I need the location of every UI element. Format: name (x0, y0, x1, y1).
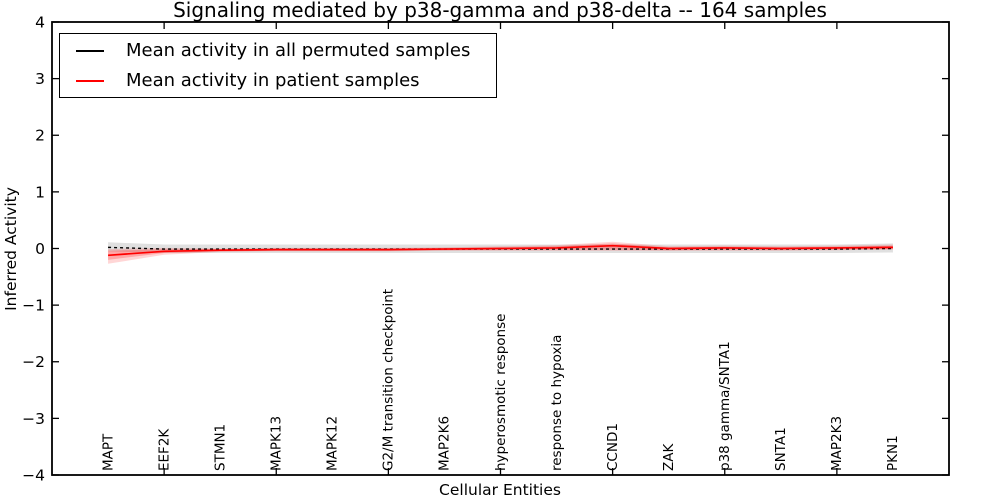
y-axis-label: Inferred Activity (2, 187, 20, 311)
patient-mean-line (108, 244, 893, 257)
x-tick-label: PKN1 (885, 435, 901, 471)
x-axis-label: Cellular Entities (439, 481, 561, 499)
x-tick-label: CCND1 (605, 423, 621, 471)
chart-title: Signaling mediated by p38-gamma and p38-… (173, 0, 827, 22)
x-tick-label: MAP2K3 (829, 416, 845, 471)
confidence-band (108, 241, 893, 264)
x-tick-label: MAPT (101, 433, 117, 471)
legend-label: Mean activity in patient samples (126, 70, 420, 91)
x-tick-label: SNTA1 (773, 427, 789, 471)
y-tick-label: 4 (35, 13, 45, 31)
x-tick-label: ZAK (661, 443, 677, 471)
y-tick-label: 3 (35, 70, 45, 88)
y-tick-label: −3 (22, 410, 45, 428)
y-tick-label: 1 (35, 183, 45, 201)
legend: Mean activity in all permuted samples Me… (59, 33, 497, 98)
legend-item: Mean activity in all permuted samples (60, 38, 496, 64)
plot-frame (51, 21, 950, 476)
x-tick-label: response to hypoxia (549, 335, 565, 471)
permuted-line-swatch (76, 49, 104, 52)
y-tick-label: −1 (22, 297, 45, 315)
x-tick-label: p38 gamma/SNTA1 (717, 341, 733, 471)
legend-item: Mean activity in patient samples (60, 68, 496, 94)
legend-label: Mean activity in all permuted samples (126, 40, 471, 61)
y-tick-label: 0 (35, 240, 45, 258)
patient-line-swatch (76, 79, 104, 82)
x-tick-label: EEF2K (157, 428, 173, 471)
y-tick-label: −4 (22, 466, 45, 484)
x-tick-label: MAPK12 (325, 416, 341, 471)
x-tick-label: MAP2K6 (437, 416, 453, 471)
x-tick-label: MAPK13 (269, 416, 285, 471)
x-tick-label: STMN1 (213, 424, 229, 471)
x-tick-label: G2/M transition checkpoint (381, 289, 397, 471)
x-tick-label: hyperosmotic response (493, 314, 509, 471)
y-tick-label: 2 (35, 127, 45, 145)
plot-layer (52, 21, 949, 476)
y-tick-label: −2 (22, 353, 45, 371)
